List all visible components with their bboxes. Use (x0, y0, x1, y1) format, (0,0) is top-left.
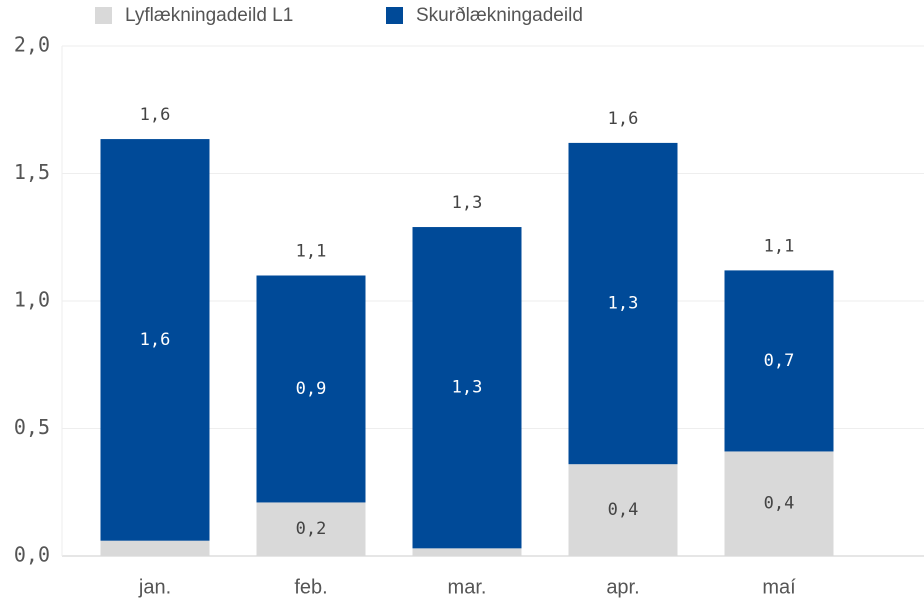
x-tick-label: maí (762, 576, 796, 598)
value-label: 0,7 (764, 351, 795, 371)
bar-segment (724, 270, 834, 452)
legend-label: Lyflækningadeild L1 (125, 5, 293, 26)
y-tick-label: 1,5 (14, 160, 50, 184)
total-label: 1,3 (452, 193, 483, 213)
x-tick-label: apr. (606, 576, 639, 598)
y-tick-label: 1,0 (14, 288, 50, 312)
y-tick-label: 0,5 (14, 415, 50, 439)
total-label: 1,1 (296, 242, 327, 262)
x-tick-label: mar. (448, 576, 487, 598)
legend-label: Skurðlækningadeild (416, 5, 583, 26)
total-label: 1,1 (764, 236, 795, 256)
value-label: 1,3 (452, 378, 483, 398)
legend-swatch (386, 7, 403, 24)
value-label: 0,2 (296, 519, 327, 539)
value-label: 0,4 (764, 494, 795, 514)
legend-swatch (95, 7, 112, 24)
bar-segment (412, 548, 522, 556)
bar-segment (100, 540, 210, 556)
value-label: 0,4 (608, 500, 639, 520)
x-tick-label: feb. (294, 576, 327, 598)
bar-segment (568, 464, 678, 556)
value-label: 0,9 (296, 379, 327, 399)
bar-segment (724, 451, 834, 556)
bar-segment (256, 275, 366, 503)
bar-segment (256, 502, 366, 556)
value-label: 1,6 (140, 330, 171, 350)
total-label: 1,6 (608, 109, 639, 129)
value-label: 1,3 (608, 294, 639, 314)
x-tick-label: jan. (138, 576, 171, 598)
y-tick-label: 2,0 (14, 33, 50, 57)
total-label: 1,6 (140, 105, 171, 125)
bar-segment (100, 139, 210, 541)
y-tick-label: 0,0 (14, 543, 50, 567)
bar-segment (568, 142, 678, 465)
bar-segment (412, 227, 522, 549)
